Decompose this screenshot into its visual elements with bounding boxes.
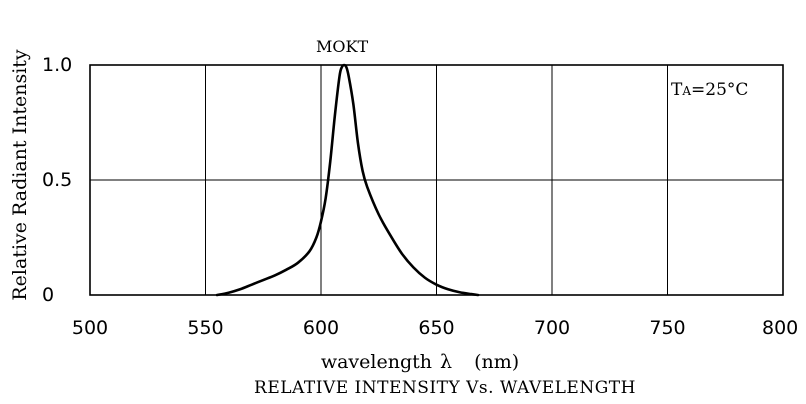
chart-caption: RELATIVE INTENSITY Vs. WAVELENGTH	[254, 378, 636, 398]
x-tick-label-700: 700	[534, 317, 570, 339]
x-tick-label-600: 600	[303, 317, 339, 339]
series-label-mokt: MOKT	[316, 37, 368, 56]
x-tick-label-650: 650	[418, 317, 454, 339]
y-tick-label-0: 0	[42, 284, 54, 306]
series-line-mokt	[215, 63, 480, 297]
x-tick-label-750: 750	[649, 317, 685, 339]
annotation-rest: =25°C	[691, 80, 748, 100]
x-axis-label-symbol: λ	[440, 351, 452, 373]
plot-frame	[89, 64, 784, 296]
x-axis-label-text: wavelength	[321, 351, 432, 373]
y-tick-label-1.0: 1.0	[42, 54, 72, 76]
annotation-subscript: A	[681, 84, 691, 98]
series	[215, 63, 480, 297]
y-axis-label: Relative Radiant Intensity	[9, 49, 31, 301]
grid	[90, 65, 783, 295]
x-axis-label: wavelength λ (nm)	[321, 351, 519, 373]
x-tick-label-800: 800	[762, 317, 798, 339]
x-tick-label-500: 500	[72, 317, 108, 339]
y-tick-label-0.5: 0.5	[42, 169, 72, 191]
x-axis-label-unit: (nm)	[474, 351, 519, 373]
annotation-main: T	[671, 80, 683, 100]
temperature-annotation: TA=25°C	[671, 80, 748, 100]
tick-labels: 500 550 600 650 700 750 800 0 0.5 1.0	[42, 54, 798, 339]
x-tick-label-550: 550	[187, 317, 223, 339]
